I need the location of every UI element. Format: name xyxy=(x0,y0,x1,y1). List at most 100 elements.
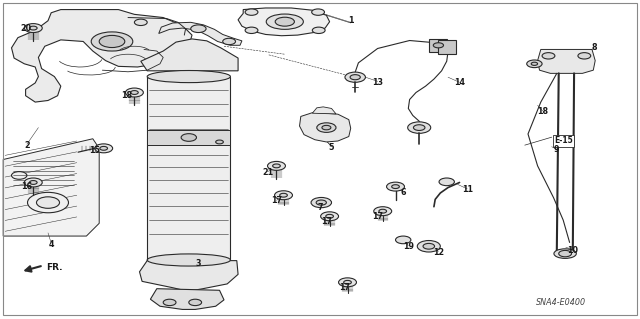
Polygon shape xyxy=(150,289,224,309)
Circle shape xyxy=(326,214,333,218)
Circle shape xyxy=(392,185,399,189)
Circle shape xyxy=(29,26,37,30)
Circle shape xyxy=(134,19,147,26)
Text: 5: 5 xyxy=(329,143,334,152)
Circle shape xyxy=(189,299,202,306)
Text: 9: 9 xyxy=(554,145,559,154)
Circle shape xyxy=(322,125,331,130)
Text: 4: 4 xyxy=(49,240,54,249)
Circle shape xyxy=(433,43,444,48)
Ellipse shape xyxy=(554,249,577,258)
Circle shape xyxy=(12,172,27,179)
Polygon shape xyxy=(429,39,447,52)
Ellipse shape xyxy=(147,254,230,266)
Text: 18: 18 xyxy=(537,107,548,116)
Text: 21: 21 xyxy=(262,168,273,177)
Text: 6: 6 xyxy=(401,188,406,197)
Text: E-15: E-15 xyxy=(554,137,573,145)
Text: 10: 10 xyxy=(566,246,578,255)
Text: 3: 3 xyxy=(196,259,201,268)
Ellipse shape xyxy=(266,14,303,29)
FancyBboxPatch shape xyxy=(147,130,230,145)
Circle shape xyxy=(423,243,435,249)
Ellipse shape xyxy=(275,17,294,26)
Circle shape xyxy=(379,209,387,213)
Text: SNA4-E0400: SNA4-E0400 xyxy=(536,298,586,307)
FancyBboxPatch shape xyxy=(147,77,230,260)
Circle shape xyxy=(350,75,360,80)
Text: 17: 17 xyxy=(321,217,332,226)
Text: 20: 20 xyxy=(20,24,31,33)
Circle shape xyxy=(312,9,324,15)
Text: 15: 15 xyxy=(89,146,100,155)
Circle shape xyxy=(339,278,356,287)
Circle shape xyxy=(531,62,538,65)
Text: 14: 14 xyxy=(454,78,465,87)
Circle shape xyxy=(216,140,223,144)
Polygon shape xyxy=(312,107,336,114)
Text: 13: 13 xyxy=(372,78,383,87)
Circle shape xyxy=(316,200,326,205)
Text: 18: 18 xyxy=(121,91,132,100)
Circle shape xyxy=(317,123,336,132)
Polygon shape xyxy=(12,10,192,102)
Circle shape xyxy=(387,182,404,191)
Circle shape xyxy=(413,125,425,130)
Circle shape xyxy=(29,181,37,184)
Ellipse shape xyxy=(147,70,230,83)
Circle shape xyxy=(24,24,42,33)
Circle shape xyxy=(408,122,431,133)
Text: 8: 8 xyxy=(591,43,596,52)
Polygon shape xyxy=(438,40,456,54)
Text: 17: 17 xyxy=(271,197,282,205)
Text: FR.: FR. xyxy=(46,263,63,272)
Circle shape xyxy=(559,250,572,257)
Circle shape xyxy=(28,192,68,213)
Text: 17: 17 xyxy=(339,283,350,292)
Circle shape xyxy=(311,197,332,208)
Circle shape xyxy=(100,146,108,150)
Circle shape xyxy=(374,207,392,216)
Circle shape xyxy=(245,27,258,33)
Circle shape xyxy=(191,25,206,33)
Circle shape xyxy=(36,197,60,208)
Circle shape xyxy=(417,241,440,252)
Text: 7: 7 xyxy=(317,203,323,212)
Circle shape xyxy=(223,38,236,45)
Circle shape xyxy=(181,134,196,141)
Circle shape xyxy=(312,27,325,33)
Circle shape xyxy=(527,60,542,68)
Circle shape xyxy=(125,88,143,97)
Text: 17: 17 xyxy=(372,212,383,221)
Circle shape xyxy=(131,91,138,94)
Polygon shape xyxy=(141,39,238,71)
Polygon shape xyxy=(300,112,351,142)
Circle shape xyxy=(396,236,411,244)
Circle shape xyxy=(345,72,365,82)
Ellipse shape xyxy=(99,35,125,48)
Circle shape xyxy=(245,9,258,15)
Text: 1: 1 xyxy=(348,16,353,25)
Polygon shape xyxy=(159,22,242,45)
Circle shape xyxy=(280,193,287,197)
Circle shape xyxy=(273,164,280,168)
Polygon shape xyxy=(140,261,238,290)
Circle shape xyxy=(163,299,176,306)
Circle shape xyxy=(542,53,555,59)
Text: 12: 12 xyxy=(433,248,444,257)
Polygon shape xyxy=(3,139,99,236)
Text: 2: 2 xyxy=(24,141,29,150)
Polygon shape xyxy=(238,8,330,36)
Circle shape xyxy=(344,280,351,284)
Circle shape xyxy=(321,212,339,221)
Circle shape xyxy=(95,144,113,153)
Ellipse shape xyxy=(92,32,133,51)
Text: 16: 16 xyxy=(21,182,33,191)
Circle shape xyxy=(24,178,42,187)
Circle shape xyxy=(578,53,591,59)
Circle shape xyxy=(268,161,285,170)
Circle shape xyxy=(439,178,454,186)
Polygon shape xyxy=(538,49,595,73)
Text: 11: 11 xyxy=(461,185,473,194)
Text: 19: 19 xyxy=(403,242,414,251)
